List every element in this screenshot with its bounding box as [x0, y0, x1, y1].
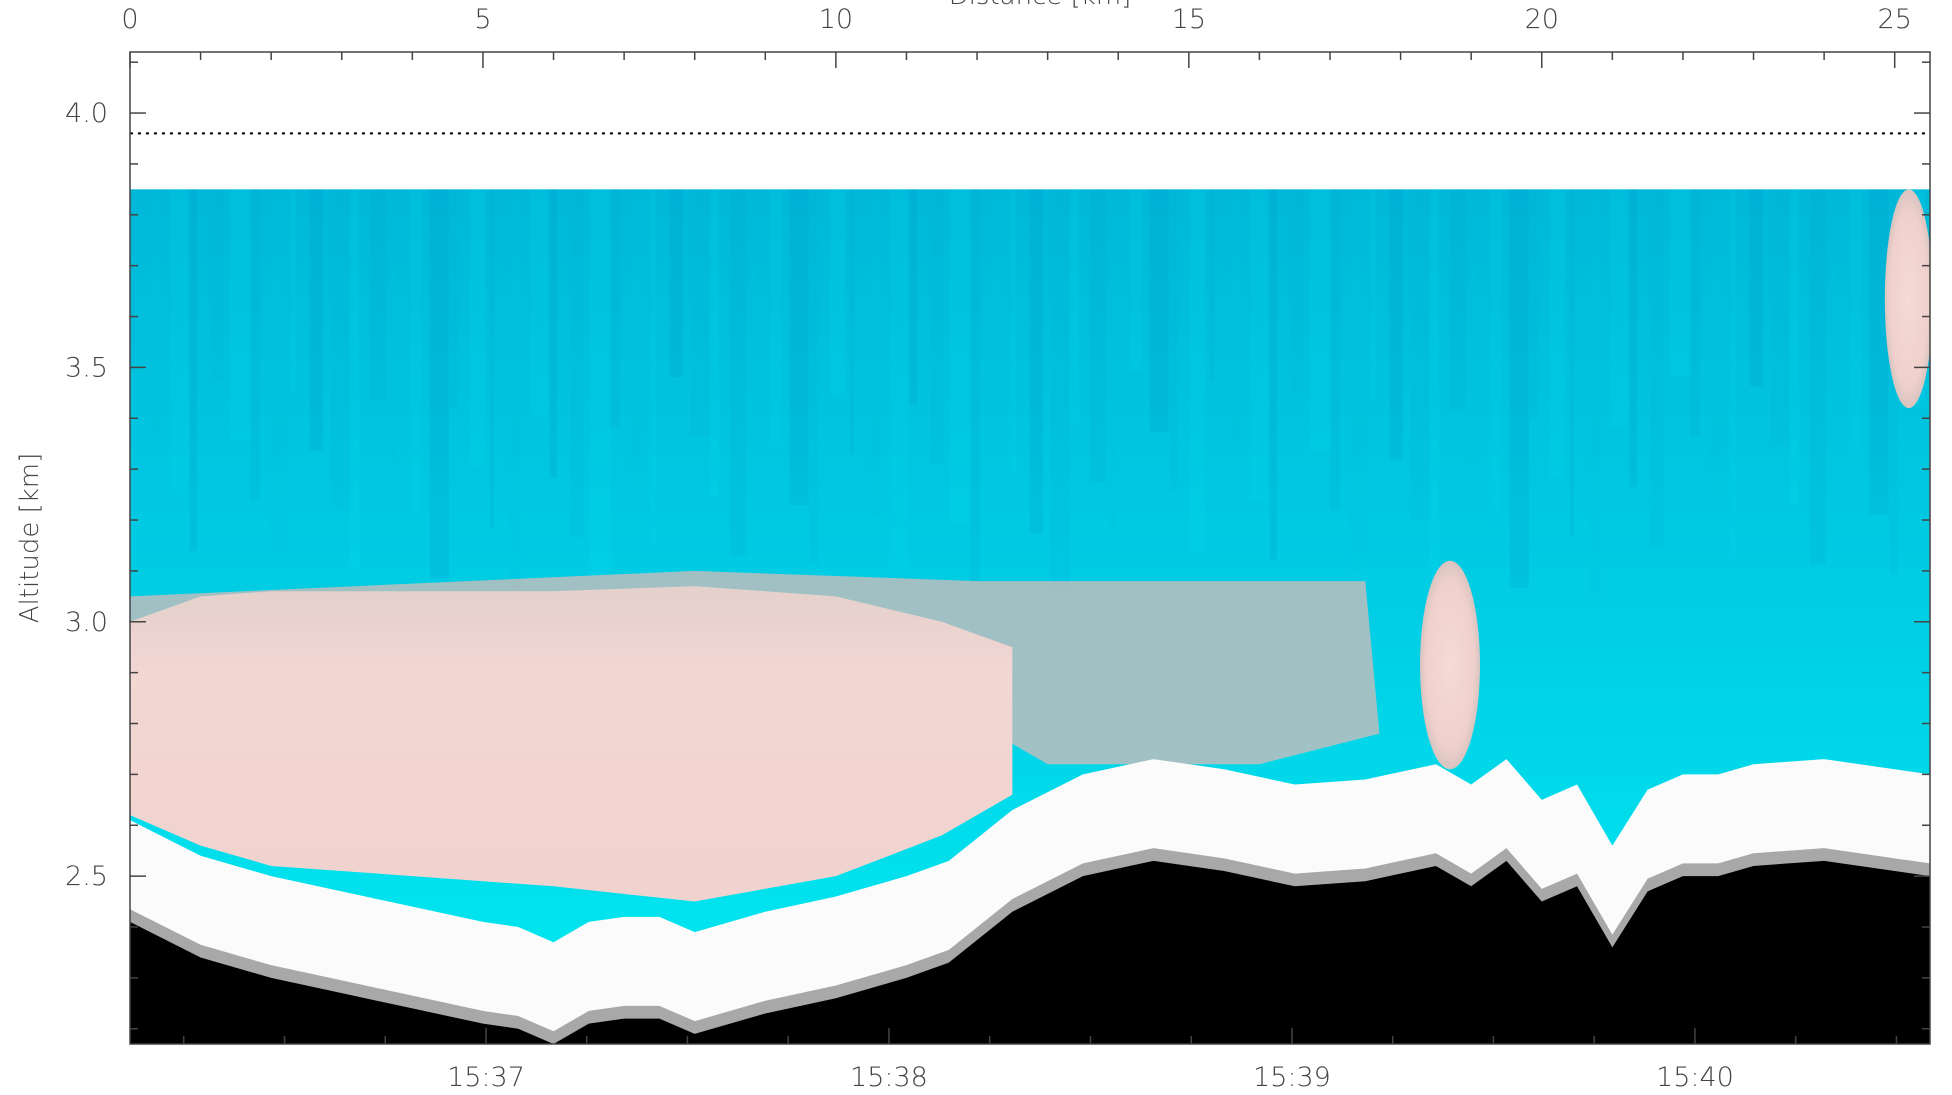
top-x-tick-label: 15: [1172, 4, 1206, 35]
isolated-cloud-1: [1420, 560, 1480, 770]
y-tick-label: 3.0: [65, 607, 108, 638]
bottom-x-tick-label: 15:38: [850, 1062, 928, 1093]
bottom-x-tick-label: 15:39: [1253, 1062, 1331, 1093]
y-tick-label: 4.0: [65, 98, 108, 129]
top-x-tick-label: 20: [1525, 4, 1559, 35]
top-x-tick-label: 0: [121, 4, 138, 35]
plot-frame: [129, 51, 1931, 1045]
bottom-x-tick-label: 15:40: [1656, 1062, 1734, 1093]
plot-area: [130, 52, 1930, 1044]
isolated-cloud-2: [1884, 189, 1930, 409]
pink-cloud-layer: [130, 586, 1013, 902]
top-x-tick-label: 5: [474, 4, 491, 35]
ground-surface: [130, 860, 1930, 1044]
clear-air-texture: [130, 189, 1925, 597]
top-x-tick-label: 25: [1878, 4, 1912, 35]
bottom-x-tick-label: 15:37: [447, 1062, 525, 1093]
top-x-tick-label: 10: [819, 4, 853, 35]
top-x-axis-title: Distance [km]: [949, 0, 1132, 11]
y-tick-label: 2.5: [65, 861, 108, 892]
y-axis-title: Altitude [km]: [15, 453, 45, 624]
axis-ticks: [129, 52, 1930, 1044]
y-tick-label: 3.5: [65, 352, 108, 383]
